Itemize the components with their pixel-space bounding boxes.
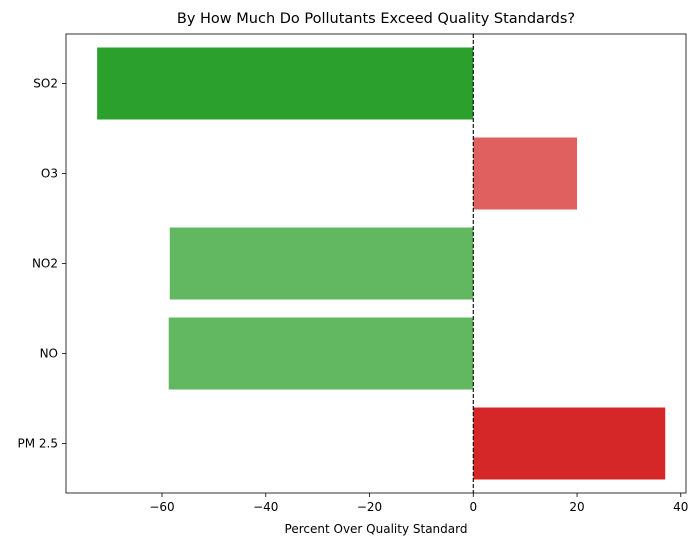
bar-no2 xyxy=(169,227,474,300)
bar-pm-2-5 xyxy=(473,407,666,480)
y-tick-label-no2: NO2 xyxy=(32,257,58,271)
x-tick-label-4: 20 xyxy=(569,500,584,514)
y-tick-label-so2: SO2 xyxy=(33,77,58,91)
x-tick-label-0: −60 xyxy=(149,500,174,514)
y-tick-label-o3: O3 xyxy=(41,167,58,181)
chart-title: By How Much Do Pollutants Exceed Quality… xyxy=(177,11,575,27)
bars-group xyxy=(97,47,666,480)
x-tick-label-5: 40 xyxy=(673,500,688,514)
x-tick-label-2: −20 xyxy=(357,500,382,514)
x-ticks-group: −60 −40 −20 0 20 40 xyxy=(149,493,688,514)
y-ticks-group: PM 2.5 NO NO2 O3 SO2 xyxy=(18,77,66,451)
x-tick-label-3: 0 xyxy=(469,500,477,514)
bar-no xyxy=(168,317,474,390)
y-tick-label-pm-2-5: PM 2.5 xyxy=(18,437,59,451)
bar-o3 xyxy=(473,137,578,210)
x-axis-label: Percent Over Quality Standard xyxy=(285,522,468,536)
bar-so2 xyxy=(97,47,474,120)
y-tick-label-no: NO xyxy=(40,347,58,361)
x-tick-label-1: −40 xyxy=(253,500,278,514)
